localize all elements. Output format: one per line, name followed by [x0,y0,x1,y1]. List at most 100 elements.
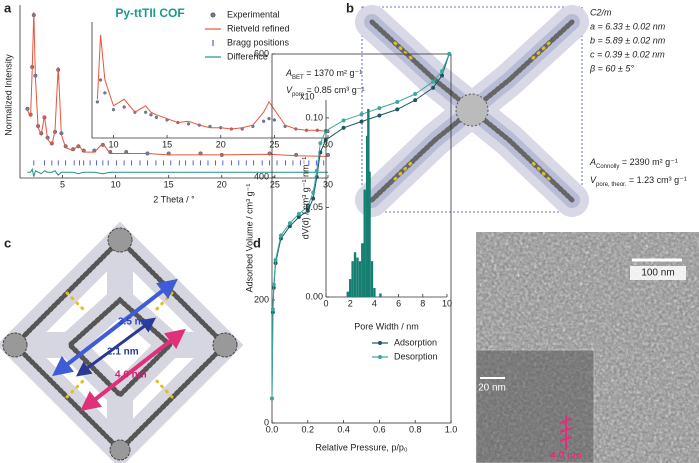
lattice-beta: β = 60 ± 5° [589,63,634,73]
value: = 2390 m² g⁻¹ [619,157,678,167]
annotation: ABET = 1370 m² g⁻¹ [285,68,362,80]
y-tick-label: 400 [254,171,269,181]
data-point [273,257,278,263]
data-point [154,115,159,120]
x-axis-label: Relative Pressure, p/p₀ [315,442,408,452]
bar [365,135,369,297]
structure-b [355,5,589,217]
y-tick-label: 600 [254,48,269,58]
y-tick-label: 0.05 [305,202,323,212]
bar [368,171,371,297]
subscript: Connolly [596,164,619,170]
data-point [296,211,301,216]
x-tick-label: 20 [216,139,226,149]
x-tick-label: 20 [217,179,227,189]
lattice-c: c = 0.39 ± 0.02 nm [590,49,665,59]
legend-label: Experimental [227,9,280,19]
x-tick-label: 30 [323,179,333,189]
legend-label: Rietveld refined [227,23,290,33]
value: = 0.85 cm³ g⁻¹ [304,85,365,95]
symbol: A [589,157,596,167]
data-point [395,107,400,112]
x-tick-label: 0.4 [337,424,350,434]
scale-bar-label: 100 nm [641,268,674,279]
bar [373,288,376,297]
series-line [96,34,329,133]
y-tick-label: 200 [254,294,269,304]
plot-frame [271,53,452,424]
bar [353,252,357,297]
tem-image [475,232,699,463]
bar [346,291,349,297]
legend-label: Desorption [394,351,438,361]
data-point [359,119,364,124]
value: = 1370 m² g⁻¹ [304,68,363,78]
symbol: V [590,175,597,185]
panel-label: d [253,235,261,250]
x-tick-label: 4 [372,298,377,308]
data-point [25,106,30,111]
data-point [341,118,346,123]
legend-label: Adsorption [394,337,437,347]
data-point [103,91,107,95]
legend-label: Bragg positions [227,37,290,47]
x-tick-label: 0.0 [266,424,279,434]
panel-label: b [346,0,354,15]
series-line [27,167,328,177]
data-point [98,78,103,82]
data-point [271,282,276,287]
y-axis-label: Normalized Intensity [3,54,13,136]
chart-title: Py-ttTII COF [115,6,184,20]
data-point [440,73,445,78]
data-point [318,141,323,146]
data-point [377,113,382,118]
data-point [311,190,316,195]
x-tick-label: 15 [164,179,174,189]
data-point [95,100,100,104]
x-tick-label: 0.2 [302,424,315,434]
data-point [143,110,148,114]
bar [379,293,382,297]
value: = 1.23 cm³ g⁻¹ [626,175,687,185]
panel-label: c [4,235,11,250]
bar [351,261,354,297]
lattice-b: b = 5.89 ± 0.02 nm [590,35,666,45]
data-point [305,204,310,209]
subscript: BET [292,75,304,81]
connolly-area: AConnolly = 2390 m² g⁻¹ [589,157,678,169]
panel-label: a [4,0,12,15]
bar [370,261,374,297]
legend-symbol [210,12,216,18]
symbol: V [286,85,293,95]
distance-label: 4.0 nm [115,370,147,381]
data-point [431,85,436,90]
x-tick-label: 25 [269,139,279,149]
data-point [377,106,382,111]
series-line [271,53,450,399]
space-group: C2/m [590,7,612,17]
x-tick-label: 6 [396,298,401,308]
data-point [186,122,191,126]
data-point [278,233,284,238]
x-tick-label: 10 [442,298,452,308]
distance-label: 3.5 nm [118,317,150,328]
data-point [395,99,400,105]
bar [363,189,366,297]
data-point [122,105,126,109]
scale-bar-label: 20 nm [478,383,506,394]
data-point [269,396,275,401]
pore-volume: Vpore, theor. = 1.23 cm³ g⁻¹ [590,175,687,187]
data-point [413,98,418,103]
x-tick-label: 5 [60,179,65,189]
structure-c [0,221,244,463]
x-tick-label: 1.0 [445,424,458,434]
x-tick-label: 25 [270,179,280,189]
x-tick-label: 10 [108,139,118,149]
data-point [305,208,310,213]
bar [349,279,352,297]
x-axis-label: 2 Theta / ° [153,194,195,204]
x-tick-label: 0.8 [409,424,422,434]
x-tick-label: 0 [323,298,328,308]
data-point [272,118,277,122]
